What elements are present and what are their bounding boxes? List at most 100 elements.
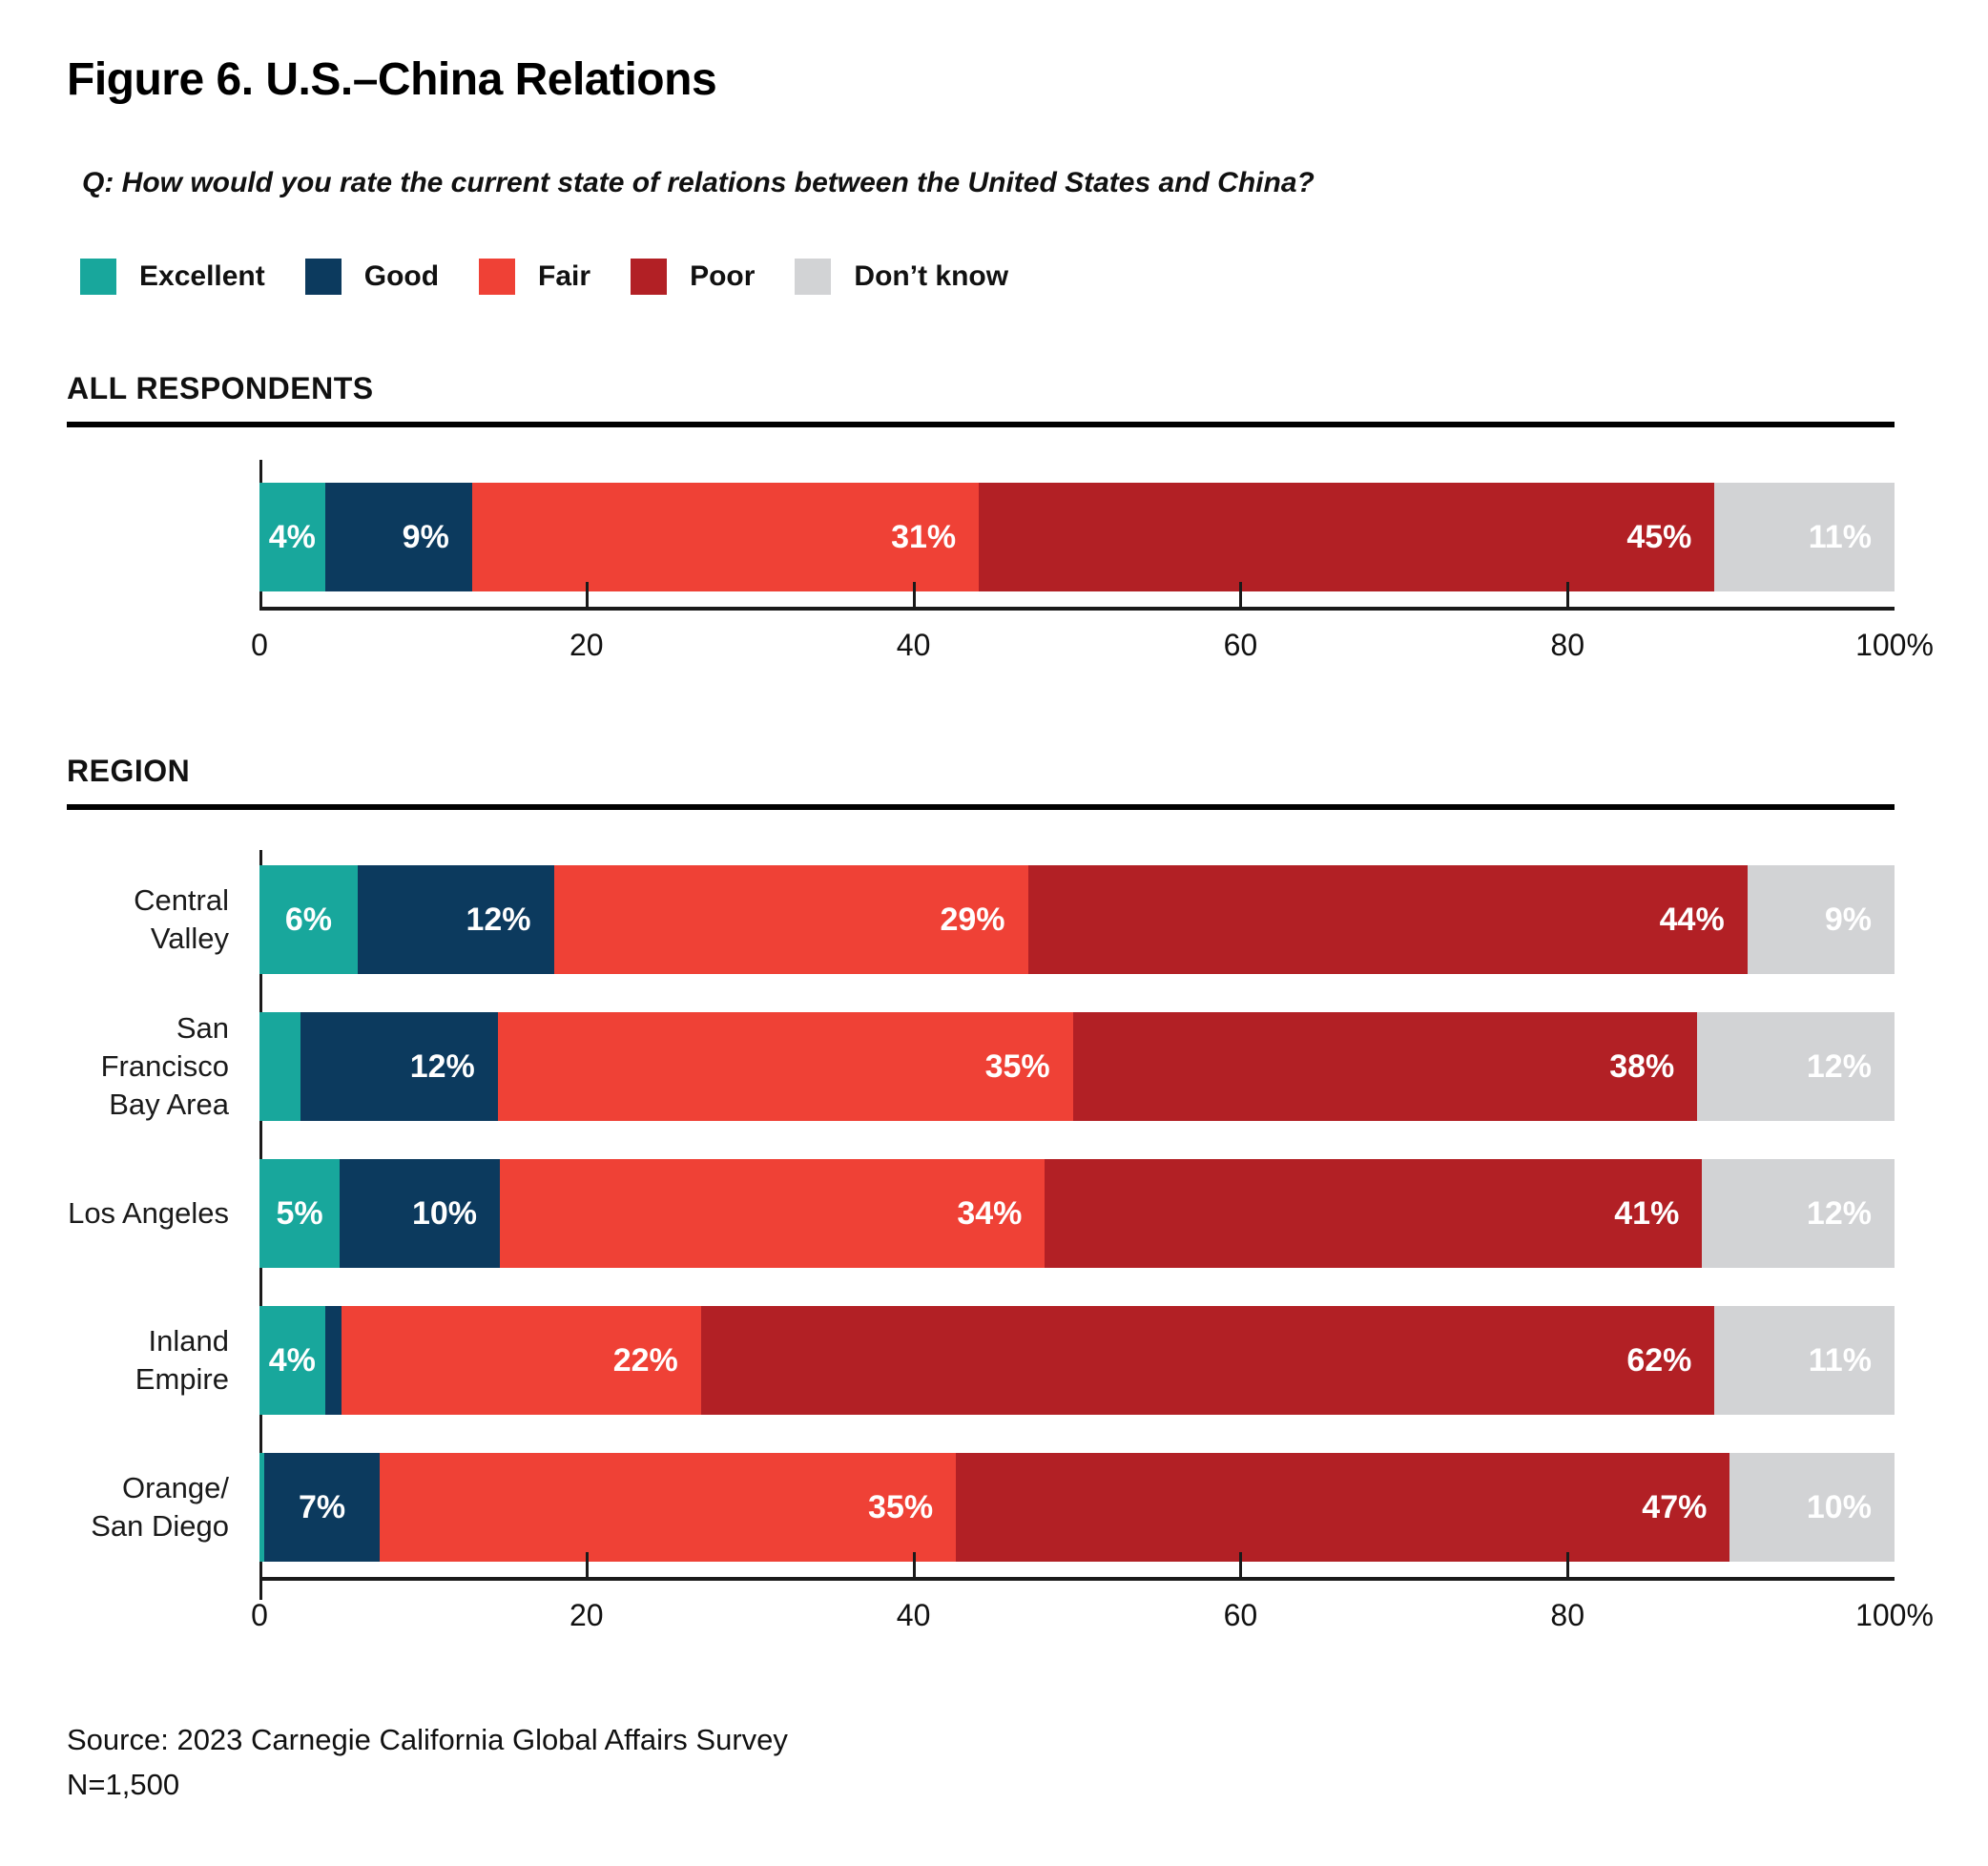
x-axis-labels: 0 20 40 60 80 100% [251, 1592, 1934, 1636]
x-axis-tick-label: 100% [1855, 1598, 1934, 1632]
bar-segment-poor: 41% [1045, 1159, 1703, 1268]
segment-value-label: 5% [276, 1194, 323, 1232]
bar-segment-good: 9% [324, 483, 472, 591]
bar-segment-poor: 62% [700, 1306, 1715, 1415]
all-respondents-chart: 4% 9% 31% 45% 11% 0 20 40 60 80 100% [67, 460, 1934, 666]
bar-segment-fair: 35% [379, 1453, 957, 1562]
segment-value-label: 12% [466, 901, 531, 938]
segment-value-label: 35% [984, 1047, 1050, 1085]
segment-value-label: 7% [299, 1488, 346, 1525]
bar-segment-fair: 29% [553, 865, 1028, 974]
x-axis-tick-label: 20 [569, 628, 604, 662]
x-axis-tick-label: 0 [251, 1598, 268, 1632]
row-label: Los Angeles [68, 1195, 229, 1230]
segment-value-label: 4% [268, 1341, 316, 1379]
x-axis-tick-label: 40 [896, 628, 931, 662]
segment-value-label: 44% [1659, 901, 1725, 938]
bar-segment-excellent [259, 1012, 301, 1121]
x-axis-tick-label: 20 [569, 1598, 604, 1632]
rows: 4% 9% 31% 45% 11% [67, 483, 1921, 591]
segment-value-label: 12% [1806, 1047, 1872, 1085]
legend-item-poor: Poor [631, 259, 755, 295]
x-axis [259, 582, 1895, 611]
segment-value-label: 9% [1824, 901, 1872, 938]
x-axis-tick-label: 80 [1550, 628, 1584, 662]
legend-swatch-dont_know [795, 259, 832, 295]
chart-row: San Francisco Bay Area 12% 35% 38% 12% [67, 1011, 1921, 1121]
legend-swatch-good [304, 259, 342, 295]
x-axis-tick-label: 80 [1550, 1598, 1584, 1632]
stacked-bar: 7% 35% 47% 10% [259, 1453, 1895, 1562]
bar-segment-excellent [259, 1453, 265, 1562]
stacked-bar: 6% 12% 29% 44% 9% [259, 865, 1895, 974]
x-axis-labels: 0 20 40 60 80 100% [251, 622, 1934, 666]
bar-segment-dont_know: 11% [1714, 1306, 1895, 1415]
segment-value-label: 6% [284, 901, 332, 938]
segment-value-label: 10% [1806, 1488, 1872, 1525]
legend-label: Good [363, 260, 440, 292]
legend-swatch-fair [479, 259, 516, 295]
x-axis-tick [912, 1552, 916, 1577]
bar-segment-fair: 31% [471, 483, 980, 591]
bar-segment-poor: 38% [1072, 1012, 1698, 1121]
segment-value-label: 35% [868, 1488, 934, 1525]
segment-value-label: 38% [1609, 1047, 1675, 1085]
bar-segment-poor: 44% [1027, 865, 1748, 974]
x-axis-tick [912, 582, 916, 607]
x-axis-tick [1566, 582, 1570, 607]
segment-value-label: 12% [409, 1047, 475, 1085]
legend-label: Fair [538, 260, 591, 292]
x-axis [259, 1552, 1895, 1581]
bar-segment-fair: 35% [497, 1012, 1073, 1121]
sample-size: N=1,500 [67, 1767, 180, 1801]
x-axis-tick [1566, 1552, 1570, 1577]
x-axis-tick-label: 0 [251, 628, 268, 662]
legend-swatch-poor [631, 259, 668, 295]
bar-segment-dont_know: 12% [1702, 1159, 1895, 1268]
legend-swatch-excellent [80, 259, 116, 295]
section-heading: ALL RESPONDENTS [67, 371, 374, 405]
bar-segment-fair: 34% [500, 1159, 1046, 1268]
bar-segment-fair: 22% [341, 1306, 701, 1415]
legend-item-excellent: Excellent [80, 259, 265, 295]
source-line: Source: 2023 Carnegie California Global … [67, 1723, 788, 1756]
legend-item-dont_know: Don’t know [795, 259, 1008, 295]
bar-segment-good: 7% [264, 1453, 380, 1562]
chart-row: 4% 9% 31% 45% 11% [67, 483, 1921, 591]
bar-segment-good: 12% [357, 865, 554, 974]
stacked-bar: 12% 35% 38% 12% [259, 1012, 1895, 1121]
section-divider-rule [67, 422, 1895, 427]
rows: Central Valley 6% 12% 29% 44% 9% San Francisco… [67, 865, 1921, 1562]
segment-value-label: 10% [411, 1194, 478, 1232]
segment-value-label: 9% [402, 518, 449, 555]
row-label: Inland Empire [135, 1323, 229, 1396]
chart-row: Inland Empire 4% 22% 62% 11% [67, 1306, 1921, 1415]
chart-row: Los Angeles 5% 10% 34% 41% 12% [67, 1159, 1921, 1268]
segment-value-label: 29% [940, 901, 1005, 938]
x-axis-tick-label: 60 [1223, 628, 1258, 662]
bar-segment-good: 10% [340, 1159, 501, 1268]
segment-value-label: 11% [1808, 1341, 1872, 1379]
figure-page: Figure 6. U.S.–China Relations Q: How wo… [67, 54, 1934, 1801]
legend-item-fair: Fair [479, 259, 590, 295]
x-axis-tick [1239, 1552, 1243, 1577]
row-label: Orange/San Diego [91, 1470, 229, 1543]
x-axis-tick [585, 582, 589, 607]
region-chart: Central Valley 6% 12% 29% 44% 9% San Francisco… [67, 850, 1934, 1636]
survey-question: Q: How would you rate the current state … [82, 167, 1315, 198]
stacked-bar: 4% 22% 62% 11% [259, 1306, 1895, 1415]
bar-segment-dont_know: 9% [1747, 865, 1895, 974]
legend-label: Excellent [139, 260, 265, 292]
chart-row: Central Valley 6% 12% 29% 44% 9% [67, 865, 1921, 974]
figure-title: Figure 6. U.S.–China Relations [67, 54, 717, 105]
bar-segment-excellent: 6% [259, 865, 358, 974]
x-axis-tick-label: 100% [1855, 628, 1934, 662]
segment-value-label: 4% [268, 518, 316, 555]
x-axis-tick [1239, 582, 1243, 607]
bar-segment-poor: 45% [979, 483, 1715, 591]
bar-segment-good: 12% [300, 1012, 498, 1121]
bar-segment-dont_know: 12% [1697, 1012, 1895, 1121]
x-axis-tick [585, 1552, 589, 1577]
segment-value-label: 12% [1806, 1194, 1872, 1232]
legend-item-good: Good [304, 259, 440, 295]
